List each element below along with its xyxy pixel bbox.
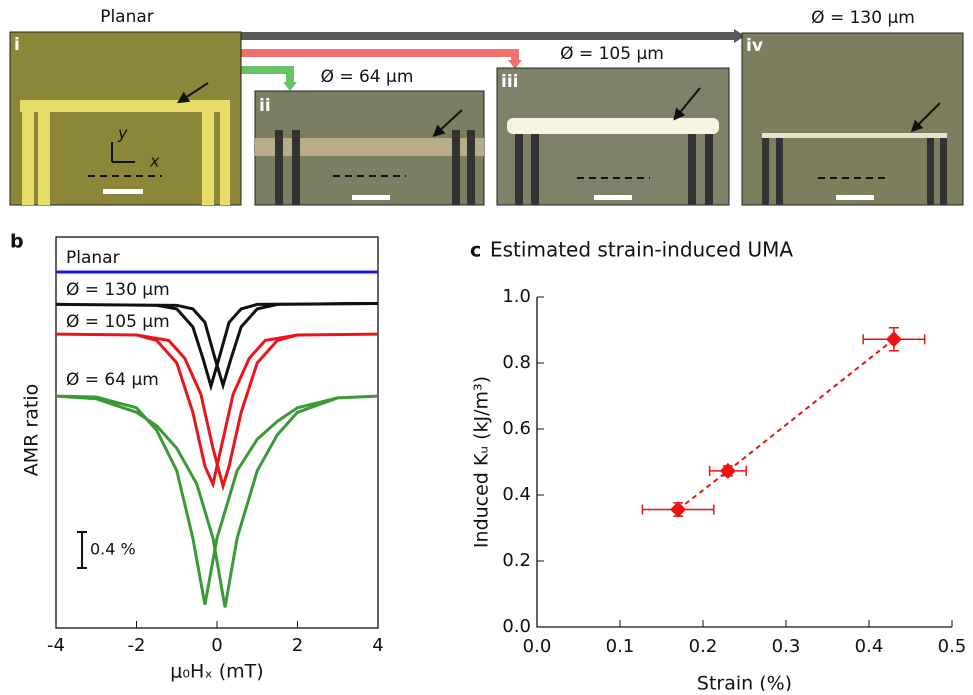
arrow-head <box>508 60 522 69</box>
y-tick-label: 0.8 <box>502 352 531 373</box>
x-tick-label: 0.5 <box>938 636 967 657</box>
x-tick-label: 0 <box>211 635 222 656</box>
label: Ø = 64 µm <box>321 67 414 87</box>
pad <box>762 138 769 205</box>
pad <box>452 130 460 205</box>
x-tick-label: 0.0 <box>523 636 552 657</box>
scale-bar <box>103 189 143 194</box>
panel-label: c <box>470 240 481 262</box>
pad <box>38 100 50 205</box>
pad <box>292 130 300 205</box>
scale-bar <box>352 195 390 200</box>
curve-label: Planar <box>66 248 120 268</box>
tube <box>762 133 947 138</box>
scale-bar <box>836 195 874 200</box>
panel-label: ii <box>259 96 271 116</box>
y-tick-label: 0.2 <box>502 550 531 571</box>
panel-label: i <box>14 35 20 55</box>
x-tick-label: 0.3 <box>772 636 801 657</box>
curve-label: Ø = 130 µm <box>66 280 170 300</box>
arrow-head <box>734 29 745 43</box>
tube <box>507 118 719 134</box>
curve-label: Ø = 64 µm <box>66 370 159 390</box>
trend-line <box>677 338 895 511</box>
x-axis-label: Strain (%) <box>697 673 792 692</box>
label: Planar <box>100 7 154 27</box>
panel-label: iii <box>501 72 518 92</box>
label: Ø = 130 µm <box>811 8 915 28</box>
point <box>885 331 902 348</box>
panel-a: y x i Planar ii Ø = 64 µm iii Ø = 105 µm… <box>9 7 964 206</box>
arrow <box>673 87 701 121</box>
axes <box>536 297 952 628</box>
curve <box>55 302 379 392</box>
point <box>670 501 687 518</box>
arrow-green <box>241 66 294 84</box>
y-tick-label: 0.4 <box>502 484 531 505</box>
axis-y: y <box>117 124 128 143</box>
scale-bar-label: 0.4 % <box>90 540 136 559</box>
x-tick-label: 0.1 <box>606 636 635 657</box>
arrow <box>176 82 209 104</box>
pad <box>275 130 283 205</box>
tube <box>255 138 484 156</box>
arrow <box>432 109 463 138</box>
pad <box>927 138 934 205</box>
pad <box>531 134 539 205</box>
y-tick-label: 1.0 <box>502 286 531 307</box>
pad <box>220 100 230 205</box>
axes-arrows <box>111 142 135 163</box>
label: Ø = 105 µm <box>560 44 664 64</box>
pad <box>515 134 523 205</box>
pad <box>20 100 230 112</box>
pad <box>22 100 34 205</box>
y-axis-label: Induced Kᵤ (kJ/m³) <box>471 376 493 548</box>
x-tick-label: -2 <box>128 635 146 656</box>
pad <box>705 134 713 205</box>
x-tick-label: 4 <box>372 635 383 656</box>
curve-label: Ø = 105 µm <box>66 312 170 332</box>
curve <box>55 394 379 608</box>
arrow <box>910 102 941 133</box>
arrow-head <box>283 82 297 91</box>
pad <box>202 100 214 205</box>
pad <box>688 134 696 205</box>
arrow-red <box>241 49 519 62</box>
pad <box>467 130 475 205</box>
x-axis-label: μ₀Hₓ (mT) <box>170 661 263 683</box>
y-tick-label: 0.6 <box>502 418 531 439</box>
pad <box>776 138 783 205</box>
panel-label: iv <box>746 36 763 56</box>
x-tick-label: 0.2 <box>689 636 718 657</box>
x-tick-label: -4 <box>47 635 65 656</box>
x-tick-label: 0.4 <box>855 636 884 657</box>
scale-bar <box>77 531 87 569</box>
pad <box>940 138 947 205</box>
scale-bar <box>594 195 632 200</box>
y-axis-label: AMR ratio <box>21 384 43 476</box>
panel-label: b <box>10 231 24 253</box>
x-tick-label: 2 <box>292 635 303 656</box>
point <box>719 462 736 479</box>
y-tick-label: 0.0 <box>502 616 531 637</box>
chart-title: Estimated strain-induced UMA <box>490 238 793 262</box>
curve <box>55 332 379 492</box>
axis-x: x <box>149 152 160 171</box>
